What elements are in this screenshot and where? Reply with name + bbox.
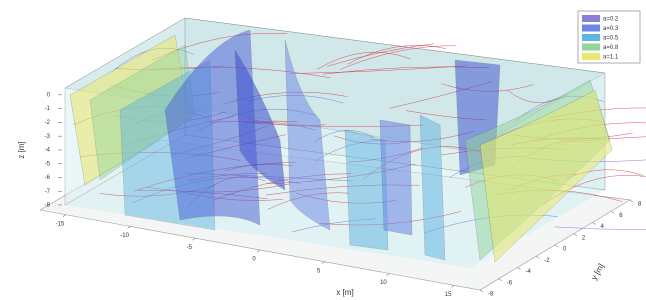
x-tick-label: 0 — [252, 257, 256, 263]
x-tick — [451, 285, 454, 287]
legend-label: a=1.1 — [603, 55, 619, 61]
x-axis-label: x [m] — [336, 288, 353, 297]
legend-label: a=0.8 — [603, 45, 619, 51]
y-tick-label: -6 — [507, 280, 513, 286]
x-tick-label: 15 — [445, 292, 452, 298]
z-tick-label: -6 — [45, 175, 51, 181]
y-tick-label: 2 — [582, 235, 586, 241]
x-tick — [257, 250, 260, 252]
legend-swatch — [582, 15, 600, 22]
y-tick — [574, 234, 577, 236]
z-axis-label: z [m] — [17, 141, 26, 158]
legend-swatch — [582, 34, 600, 41]
y-tick-label: 0 — [563, 247, 567, 253]
y-tick — [593, 223, 596, 225]
x-tick-label: 5 — [317, 268, 321, 274]
x-tick — [128, 226, 131, 228]
y-tick-label: -4 — [526, 269, 532, 275]
x-tick — [386, 274, 389, 276]
y-tick — [480, 290, 483, 292]
x-tick-label: -10 — [120, 233, 129, 239]
z-tick-label: -8 — [45, 203, 51, 209]
x-tick — [63, 215, 66, 217]
z-tick-label: -3 — [45, 134, 51, 140]
surface — [380, 120, 412, 235]
z-tick-label: -4 — [45, 148, 51, 154]
z-tick-label: -7 — [45, 189, 51, 195]
x-tick-label: -5 — [187, 245, 193, 251]
legend-swatch — [582, 44, 600, 51]
z-tick-label: -2 — [45, 120, 51, 126]
legend-swatch — [582, 25, 600, 32]
legend-label: a=0.3 — [603, 26, 619, 32]
y-tick-label: -2 — [544, 258, 550, 264]
z-tick-label: 0 — [47, 92, 51, 98]
z-tick-label: -5 — [45, 161, 51, 167]
x-tick-label: -15 — [56, 221, 65, 227]
y-tick — [536, 256, 539, 258]
y-tick — [611, 211, 614, 213]
x-tick — [192, 238, 195, 240]
y-tick-label: 8 — [638, 202, 642, 208]
chart: z [m] x [m] y [m] 0 -1 -2 -3 -4 -5 -6 -7 -8 -15 -1… — [0, 0, 646, 300]
y-tick — [630, 200, 633, 202]
y-tick — [555, 245, 558, 247]
legend-label: a=0.5 — [603, 36, 619, 42]
x-tick — [322, 262, 325, 264]
y-tick-label: -8 — [488, 292, 494, 298]
x-tick-label: 10 — [380, 280, 387, 286]
legend-swatch — [582, 53, 600, 60]
y-tick-label: 6 — [619, 213, 623, 219]
y-axis-label: y [m] — [589, 262, 605, 282]
z-tick-label: -1 — [45, 106, 51, 112]
y-tick — [499, 279, 502, 281]
legend-label: a=0.2 — [603, 17, 619, 23]
y-tick — [518, 268, 521, 270]
